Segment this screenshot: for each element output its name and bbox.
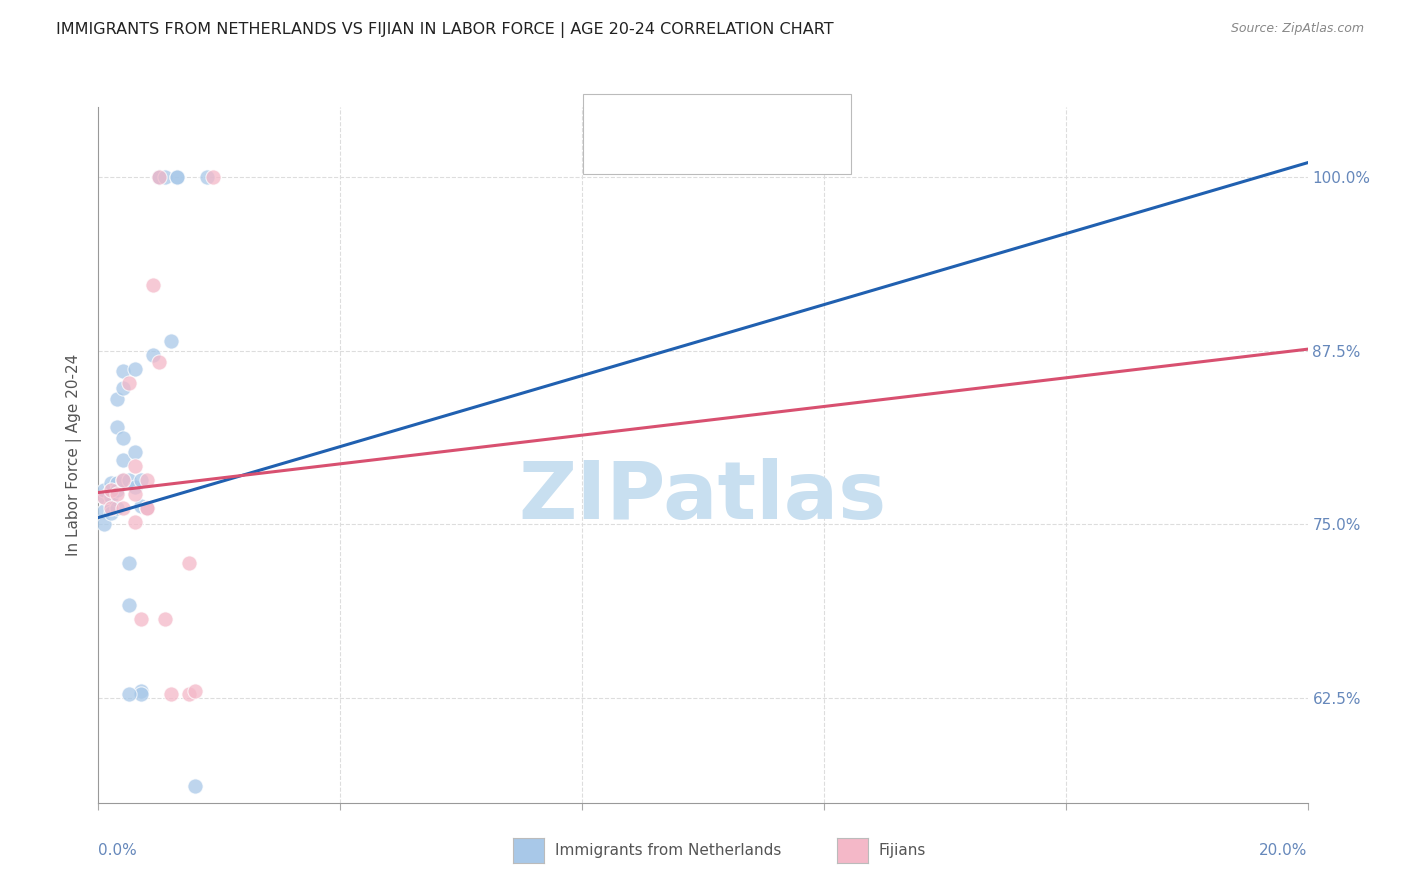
- Point: [148, 169, 170, 184]
- Text: N =: N =: [735, 145, 772, 162]
- Point: [105, 487, 128, 501]
- Point: [129, 473, 152, 487]
- Point: [142, 348, 165, 362]
- Point: [105, 475, 128, 490]
- Point: [100, 490, 122, 504]
- Point: [124, 515, 146, 529]
- Text: Fijians: Fijians: [879, 844, 927, 858]
- Point: [129, 500, 152, 514]
- Point: [124, 445, 146, 459]
- Point: [166, 169, 188, 184]
- Point: [100, 500, 122, 515]
- Text: 0.0%: 0.0%: [98, 843, 138, 858]
- Point: [111, 381, 134, 395]
- Point: [129, 612, 152, 626]
- Point: [111, 473, 134, 487]
- Point: [129, 687, 152, 701]
- Point: [135, 473, 157, 487]
- Point: [118, 557, 141, 571]
- Point: [111, 473, 134, 487]
- Point: [124, 480, 146, 494]
- Point: [100, 475, 122, 490]
- Text: N =: N =: [735, 113, 772, 131]
- Point: [93, 517, 115, 532]
- Text: R =: R =: [630, 145, 666, 162]
- Point: [148, 169, 170, 184]
- Y-axis label: In Labor Force | Age 20-24: In Labor Force | Age 20-24: [66, 354, 83, 556]
- Point: [105, 392, 128, 407]
- Point: [118, 473, 141, 487]
- Point: [153, 612, 176, 626]
- Point: [100, 507, 122, 521]
- Point: [166, 169, 188, 184]
- Point: [100, 483, 122, 497]
- Point: [124, 361, 146, 376]
- Point: [118, 376, 141, 390]
- Text: Source: ZipAtlas.com: Source: ZipAtlas.com: [1230, 22, 1364, 36]
- Point: [93, 490, 115, 504]
- Text: 0.173: 0.173: [668, 145, 716, 162]
- Point: [148, 354, 170, 368]
- Point: [111, 364, 134, 378]
- Point: [195, 169, 218, 184]
- Text: Immigrants from Netherlands: Immigrants from Netherlands: [555, 844, 782, 858]
- Point: [118, 687, 141, 701]
- Point: [135, 500, 157, 515]
- Point: [160, 334, 183, 348]
- Point: [93, 483, 115, 497]
- Point: [118, 598, 141, 612]
- Point: [160, 687, 183, 701]
- Point: [111, 453, 134, 467]
- Point: [148, 169, 170, 184]
- Text: 0.468: 0.468: [668, 113, 716, 131]
- Point: [142, 278, 165, 293]
- Point: [105, 483, 128, 497]
- Point: [202, 169, 225, 184]
- Point: [105, 420, 128, 434]
- Point: [135, 500, 157, 515]
- Point: [93, 490, 115, 504]
- Point: [179, 687, 201, 701]
- Text: 20.0%: 20.0%: [1260, 843, 1308, 858]
- Point: [93, 503, 115, 517]
- Point: [148, 169, 170, 184]
- Text: ZIPatlas: ZIPatlas: [519, 458, 887, 536]
- Point: [100, 483, 122, 497]
- Point: [111, 431, 134, 445]
- Point: [135, 500, 157, 515]
- Text: R =: R =: [630, 113, 666, 131]
- Text: 40: 40: [773, 113, 794, 131]
- Point: [124, 458, 146, 473]
- Point: [129, 684, 152, 698]
- Point: [124, 487, 146, 501]
- Point: [105, 500, 128, 515]
- Point: [153, 169, 176, 184]
- Point: [100, 497, 122, 511]
- Point: [184, 684, 207, 698]
- Text: IMMIGRANTS FROM NETHERLANDS VS FIJIAN IN LABOR FORCE | AGE 20-24 CORRELATION CHA: IMMIGRANTS FROM NETHERLANDS VS FIJIAN IN…: [56, 22, 834, 38]
- Point: [179, 557, 201, 571]
- Text: 23: 23: [773, 145, 794, 162]
- Point: [111, 500, 134, 515]
- Point: [184, 779, 207, 793]
